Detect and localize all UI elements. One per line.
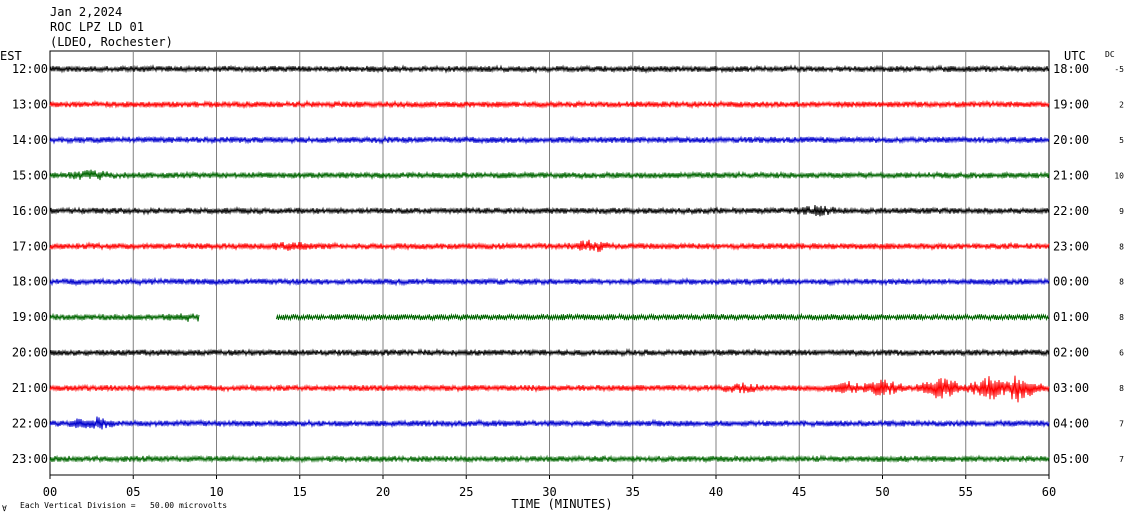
- utc-hour-label: 18:00: [1053, 62, 1089, 76]
- seismic-trace: [49, 454, 1050, 464]
- x-tick-label: 50: [875, 485, 889, 499]
- utc-hour-label: 01:00: [1053, 310, 1089, 324]
- scale-caption: Each Vertical Division = 50.00 microvolt…: [20, 501, 227, 510]
- est-hour-label: 12:00: [12, 62, 48, 76]
- x-tick-label: 00: [43, 485, 57, 499]
- dc-offset-label: 10: [1114, 171, 1124, 180]
- seismic-trace: [49, 239, 1050, 253]
- dc-offset-label: 8: [1119, 384, 1124, 393]
- dc-offset-label: 9: [1119, 207, 1124, 216]
- dc-column-label: DC: [1105, 50, 1115, 59]
- x-axis-ticks: 00 05 10 15 20 25 30 35 40 45 50 55 60: [43, 475, 1056, 499]
- dc-offset-label: 5: [1119, 136, 1124, 145]
- x-tick-label: 10: [209, 485, 223, 499]
- est-hour-label: 19:00: [12, 310, 48, 324]
- est-hour-label: 22:00: [12, 417, 48, 431]
- seismic-trace: [49, 276, 1050, 287]
- utc-hour-label: 05:00: [1053, 452, 1089, 466]
- dc-offset-label: 8: [1119, 242, 1124, 251]
- utc-hour-label: 22:00: [1053, 204, 1089, 218]
- x-tick-label: 05: [126, 485, 140, 499]
- seismic-trace: [49, 135, 1050, 145]
- est-hour-label: 20:00: [12, 346, 48, 360]
- est-hour-label: 14:00: [12, 133, 48, 147]
- utc-hour-label: 04:00: [1053, 417, 1089, 431]
- est-hour-label: 23:00: [12, 452, 48, 466]
- corner-mark: ∀: [2, 504, 7, 513]
- seismic-trace: [49, 312, 200, 322]
- x-tick-label: 60: [1042, 485, 1056, 499]
- x-tick-label: 45: [792, 485, 806, 499]
- x-tick-label: 35: [626, 485, 640, 499]
- dc-offset-label: 8: [1119, 313, 1124, 322]
- x-axis-label: TIME (MINUTES): [511, 497, 612, 511]
- est-hour-label: 21:00: [12, 381, 48, 395]
- x-tick-label: 55: [959, 485, 973, 499]
- dc-offset-label: 7: [1119, 420, 1124, 429]
- utc-hour-label: 20:00: [1053, 133, 1089, 147]
- utc-hour-label: 23:00: [1053, 239, 1089, 253]
- header-network: (LDEO, Rochester): [50, 35, 173, 49]
- utc-hour-label: 21:00: [1053, 168, 1089, 182]
- grid-lines: [132, 51, 967, 475]
- est-hour-label: 15:00: [12, 168, 48, 182]
- est-hour-label: 17:00: [12, 239, 48, 253]
- right-timezone-label: UTC: [1064, 49, 1086, 63]
- x-tick-label: 30: [542, 485, 556, 499]
- x-tick-label: 25: [459, 485, 473, 499]
- seismic-trace: [275, 312, 1049, 322]
- utc-hour-label: 19:00: [1053, 97, 1089, 111]
- seismic-trace: [49, 64, 1050, 74]
- header-station: ROC LPZ LD 01: [50, 20, 144, 34]
- utc-hour-label: 02:00: [1053, 346, 1089, 360]
- left-timezone-label: EST: [0, 49, 22, 63]
- dc-offset-label: -5: [1114, 65, 1124, 74]
- x-tick-label: 20: [376, 485, 390, 499]
- header-date: Jan 2,2024: [50, 5, 122, 19]
- utc-hour-label: 03:00: [1053, 381, 1089, 395]
- dc-offset-label: 2: [1119, 100, 1124, 109]
- est-hour-label: 16:00: [12, 204, 48, 218]
- dc-offset-label: 8: [1119, 278, 1124, 287]
- x-tick-label: 15: [293, 485, 307, 499]
- utc-hour-label: 00:00: [1053, 275, 1089, 289]
- seismic-trace: [49, 375, 1050, 403]
- row-labels: 12:00 18:00 -5 13:00 19:00 2 14:00 20:00 5 15:00 2…: [12, 62, 1124, 466]
- dc-offset-label: 7: [1119, 455, 1124, 464]
- x-tick-label: 40: [709, 485, 723, 499]
- est-hour-label: 18:00: [12, 275, 48, 289]
- seismic-trace: [49, 205, 1050, 217]
- seismic-trace: [49, 347, 1050, 358]
- est-hour-label: 13:00: [12, 97, 48, 111]
- seismic-trace: [49, 99, 1050, 110]
- trace-group: [49, 64, 1050, 464]
- seismic-trace: [49, 169, 1050, 181]
- dc-offset-label: 6: [1119, 349, 1124, 358]
- seismic-trace: [49, 416, 1050, 430]
